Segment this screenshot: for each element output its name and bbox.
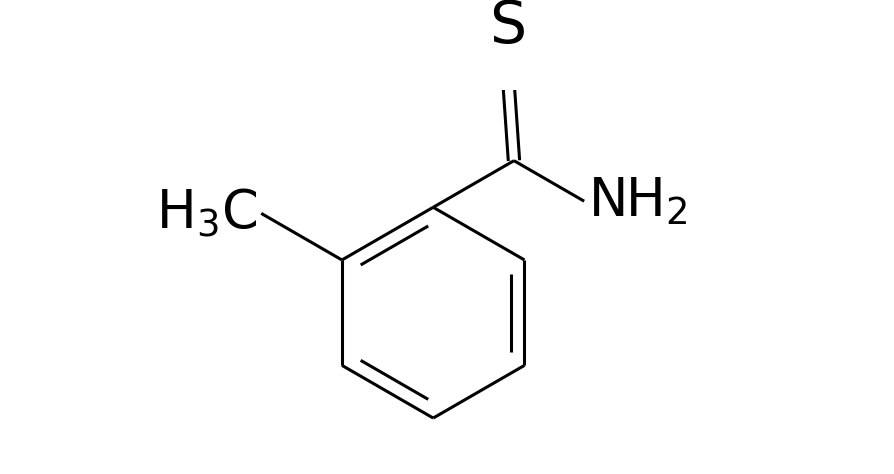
Text: NH$_2$: NH$_2$ <box>588 175 687 227</box>
Text: S: S <box>489 0 526 55</box>
Text: H$_3$C: H$_3$C <box>156 187 257 240</box>
